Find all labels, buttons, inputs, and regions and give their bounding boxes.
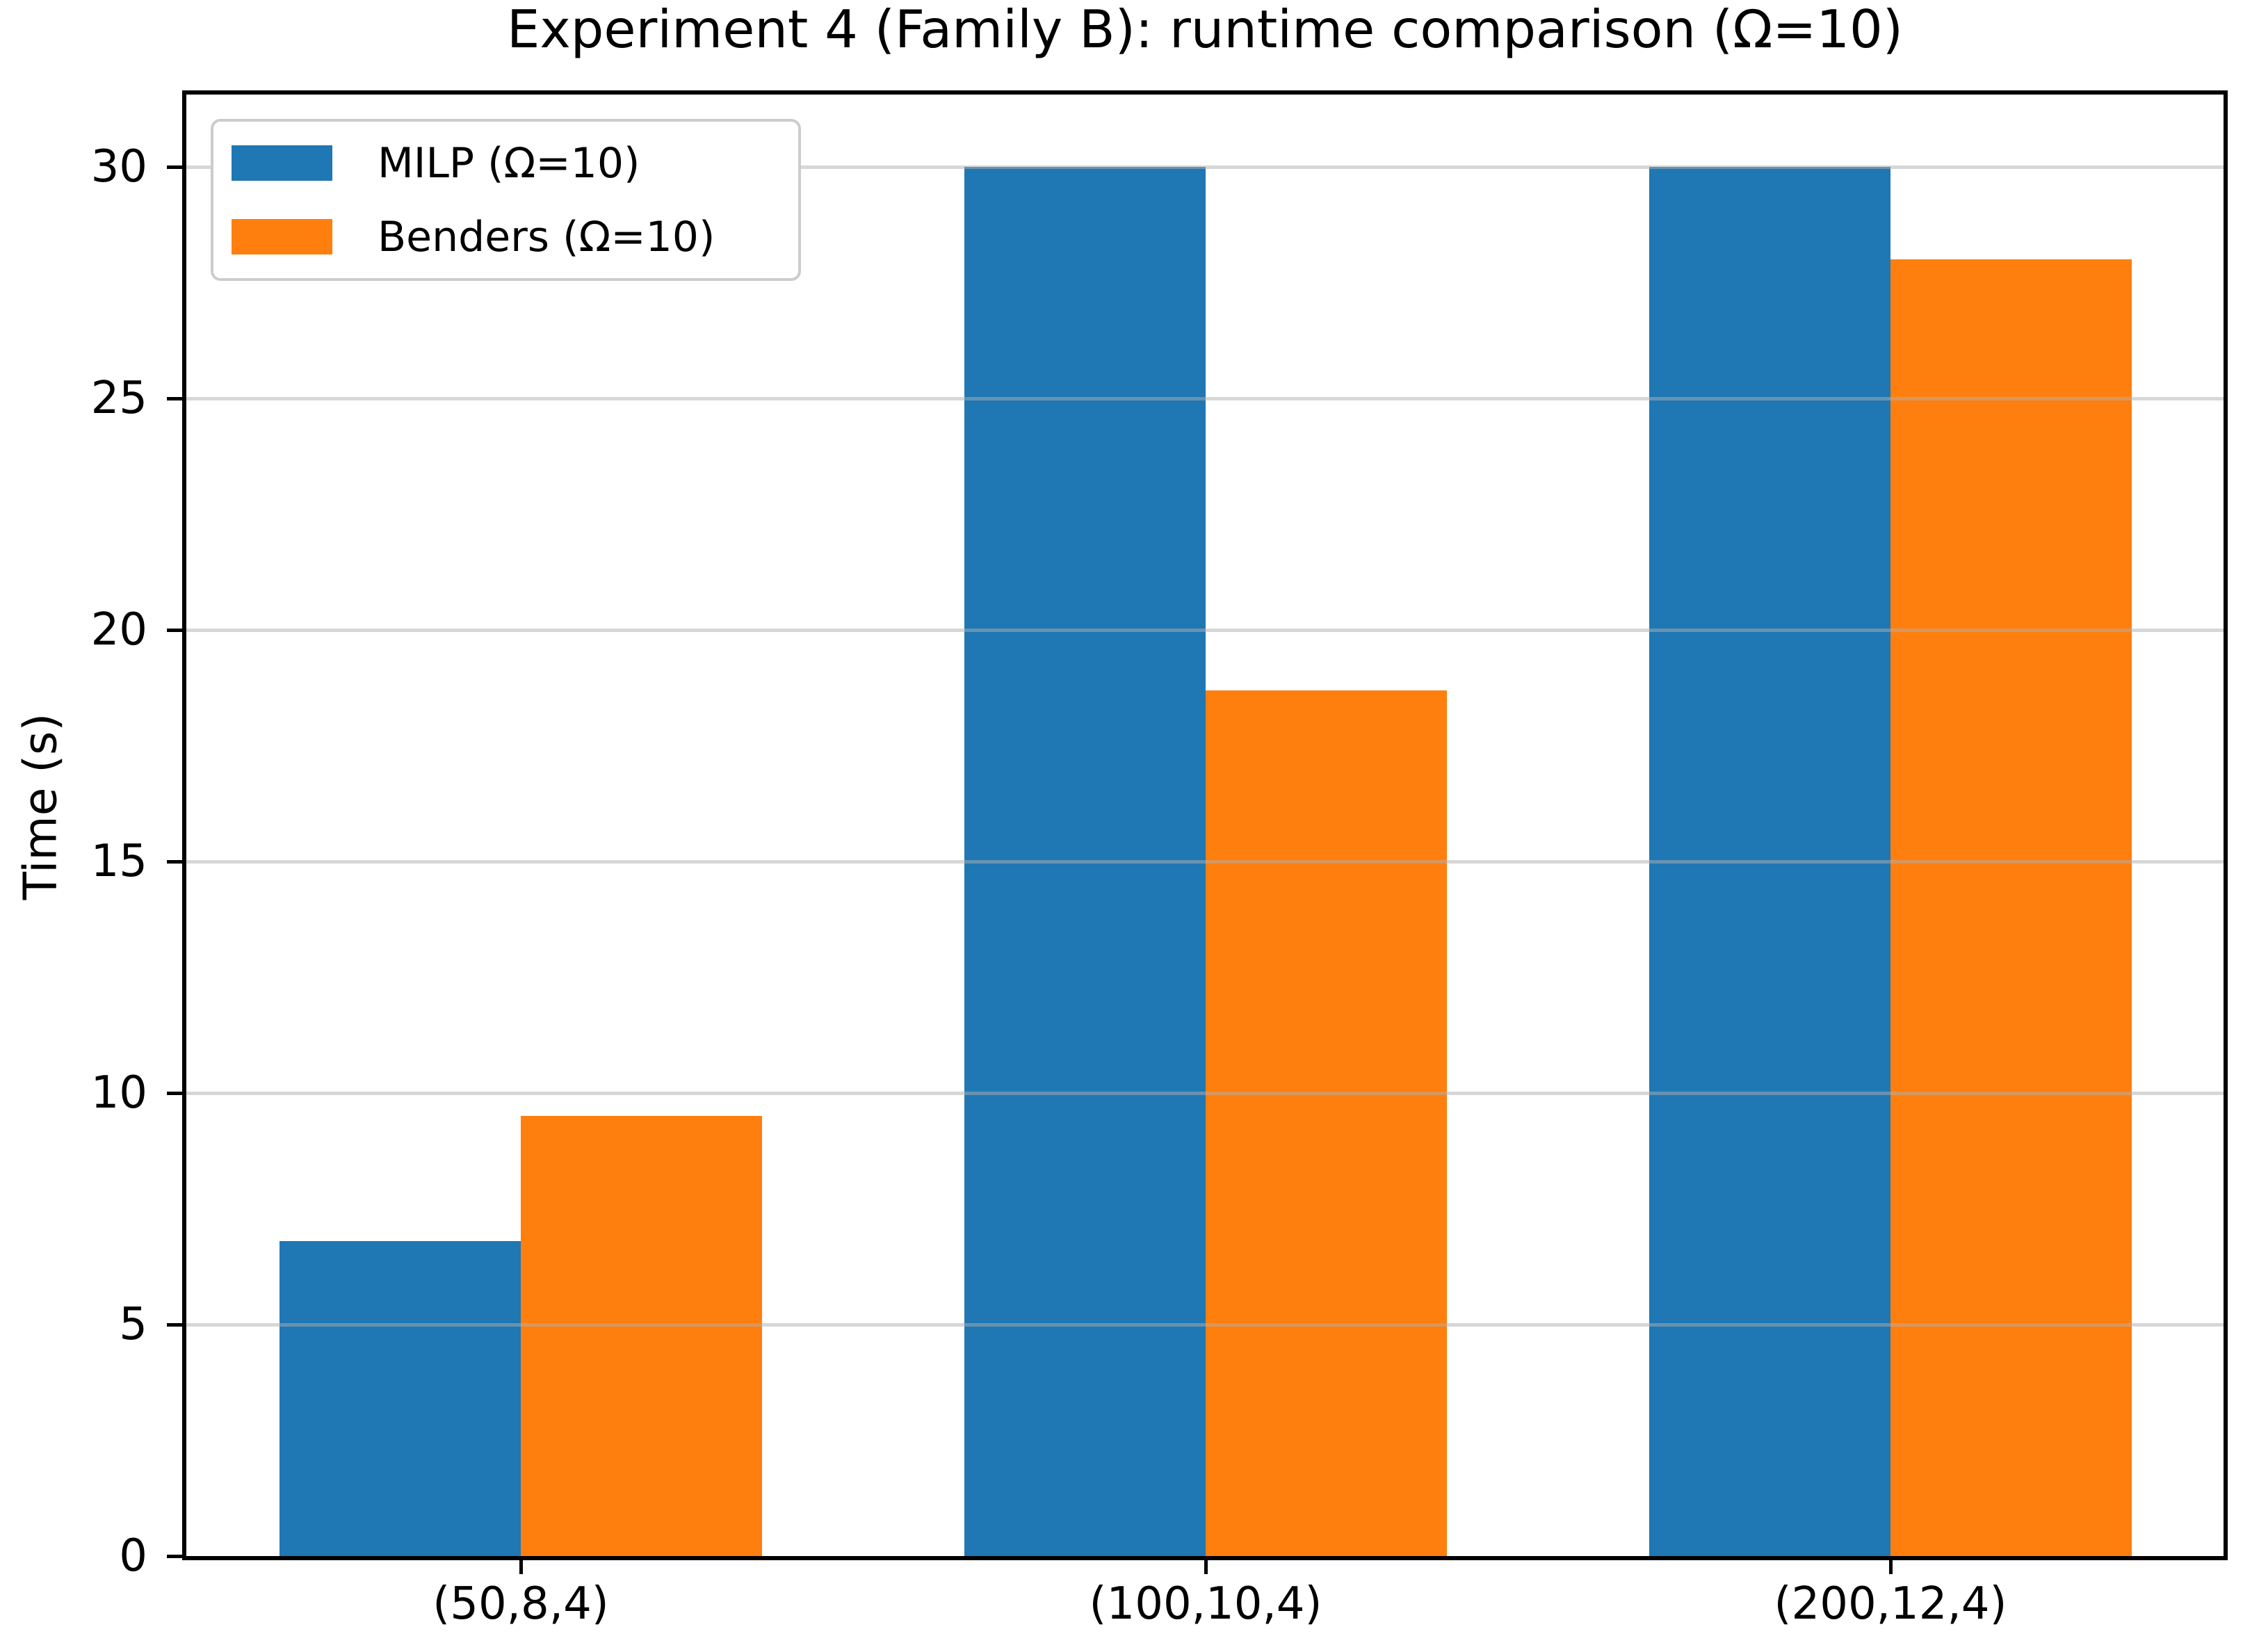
legend-label-benders: Benders (Ω=10) <box>378 212 715 261</box>
x-tick-mark-1 <box>1204 1558 1208 1574</box>
gridline-y15 <box>186 860 2224 864</box>
legend-item-milp: MILP (Ω=10) <box>232 139 798 188</box>
y-tick-label-15: 15 <box>90 836 147 887</box>
y-tick-label-25: 25 <box>90 373 147 424</box>
gridline-y25 <box>186 397 2224 400</box>
gridline-y5 <box>186 1323 2224 1327</box>
y-tick-mark-20 <box>167 629 183 632</box>
legend: MILP (Ω=10) Benders (Ω=10) <box>211 119 801 281</box>
y-tick-mark-30 <box>167 165 183 169</box>
bar-benders-0 <box>521 1116 762 1556</box>
x-tick-label-2: (200,12,4) <box>1774 1578 2007 1630</box>
y-tick-label-0: 0 <box>119 1530 147 1582</box>
x-tick-mark-0 <box>519 1558 523 1574</box>
legend-item-benders: Benders (Ω=10) <box>232 213 798 261</box>
gridline-y30 <box>186 165 2224 169</box>
bar-benders-2 <box>1890 259 2132 1556</box>
x-tick-label-0: (50,8,4) <box>432 1578 609 1630</box>
y-tick-mark-15 <box>167 860 183 864</box>
y-tick-label-30: 30 <box>90 141 147 193</box>
plot-area <box>182 90 2228 1560</box>
gridline-y20 <box>186 629 2224 632</box>
chart-title: Experiment 4 (Family B): runtime compari… <box>506 0 1904 60</box>
y-tick-mark-25 <box>167 397 183 400</box>
y-tick-mark-5 <box>167 1323 183 1327</box>
y-tick-label-20: 20 <box>90 604 147 656</box>
y-tick-label-5: 5 <box>119 1299 147 1350</box>
y-tick-label-10: 10 <box>90 1067 147 1119</box>
x-tick-label-1: (100,10,4) <box>1089 1578 1322 1630</box>
legend-swatch-milp <box>232 145 332 181</box>
bar-milp-0 <box>280 1241 521 1556</box>
legend-label-milp: MILP (Ω=10) <box>378 138 640 188</box>
bar-benders-1 <box>1206 690 1447 1556</box>
legend-swatch-benders <box>232 219 332 254</box>
y-tick-mark-0 <box>167 1555 183 1558</box>
gridline-y10 <box>186 1092 2224 1095</box>
y-tick-mark-10 <box>167 1092 183 1095</box>
x-tick-mark-2 <box>1889 1558 1893 1574</box>
